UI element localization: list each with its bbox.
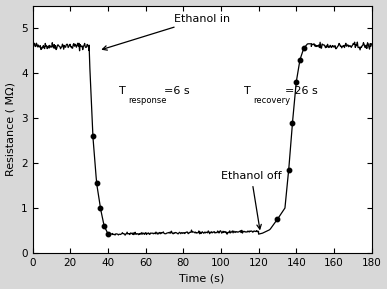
Text: T: T (119, 86, 126, 96)
Text: =6 s: =6 s (164, 86, 190, 96)
X-axis label: Time (s): Time (s) (180, 273, 225, 284)
Text: recovery: recovery (253, 97, 290, 105)
Y-axis label: Resistance ( MΩ): Resistance ( MΩ) (5, 82, 15, 176)
Text: =26 s: =26 s (285, 86, 318, 96)
Text: Ethanol off: Ethanol off (221, 171, 281, 229)
Text: response: response (128, 97, 167, 105)
Text: Ethanol in: Ethanol in (103, 14, 230, 50)
Text: T: T (243, 86, 250, 96)
